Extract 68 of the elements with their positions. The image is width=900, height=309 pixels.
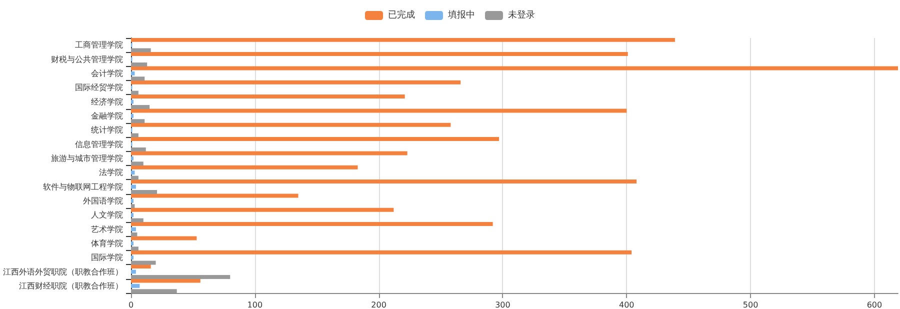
bar xyxy=(131,170,135,175)
y-tick-label: 人文学院 xyxy=(91,210,123,220)
bar xyxy=(131,289,177,293)
bar xyxy=(131,204,135,208)
bar xyxy=(131,147,146,152)
bar xyxy=(131,232,138,236)
y-tick-label: 信息管理学院 xyxy=(75,140,123,149)
y-tick-label: 统计学院 xyxy=(91,126,123,135)
bar xyxy=(131,184,136,189)
bar xyxy=(131,274,230,279)
bar xyxy=(131,90,138,95)
y-tick-label: 国际经贸学院 xyxy=(75,83,123,92)
y-tick-label: 国际学院 xyxy=(91,253,123,262)
y-tick-label: 江西外语外贸职院（职教合作班） xyxy=(3,267,123,276)
bar xyxy=(131,250,632,254)
bar xyxy=(131,104,150,109)
bar xyxy=(131,180,637,184)
bar xyxy=(131,190,158,194)
bar xyxy=(131,260,156,265)
bar xyxy=(131,122,451,127)
bar xyxy=(131,151,408,156)
bar xyxy=(131,119,145,124)
y-tick-label: 旅游与城市管理学院 xyxy=(51,154,123,163)
bar xyxy=(131,137,500,142)
legend-label: 未登录 xyxy=(508,10,535,20)
bar xyxy=(131,62,148,66)
y-tick-label: 会计学院 xyxy=(91,68,123,78)
y-tick-label: 体育学院 xyxy=(91,238,123,248)
bar xyxy=(131,270,136,274)
bar xyxy=(131,80,461,84)
x-tick-label: 600 xyxy=(866,300,882,309)
legend-label: 填报中 xyxy=(447,10,475,20)
y-tick-label: 软件与物联网工程学院 xyxy=(43,182,123,192)
y-tick-label: 金融学院 xyxy=(91,111,123,120)
bar xyxy=(131,48,151,52)
bar xyxy=(131,208,394,212)
x-tick-label: 0 xyxy=(128,300,134,309)
y-tick-label: 外国语学院 xyxy=(83,196,123,206)
bar xyxy=(131,194,298,198)
y-tick-label: 工商管理学院 xyxy=(75,40,123,50)
x-tick-label: 300 xyxy=(495,300,510,309)
bar xyxy=(131,66,898,70)
bar xyxy=(131,176,138,180)
x-tick-label: 100 xyxy=(247,300,263,309)
bar xyxy=(131,162,144,166)
y-tick-label: 经济学院 xyxy=(91,97,123,106)
x-tick-label: 200 xyxy=(371,300,386,309)
bar xyxy=(131,52,628,56)
y-tick-label: 艺术学院 xyxy=(91,224,123,234)
bar xyxy=(131,71,135,76)
y-tick-label: 江西财经职院（职教合作班） xyxy=(19,281,123,290)
bar xyxy=(131,108,627,113)
y-tick-label: 法学院 xyxy=(99,168,123,178)
bar xyxy=(131,222,493,226)
bar xyxy=(131,218,144,222)
bar xyxy=(131,94,405,99)
bar xyxy=(131,76,145,81)
bar xyxy=(131,284,140,288)
bar xyxy=(131,246,138,251)
bar xyxy=(131,38,675,42)
legend-label: 已完成 xyxy=(388,10,415,20)
x-tick-label: 400 xyxy=(618,300,634,309)
bar xyxy=(131,227,136,232)
x-tick-label: 500 xyxy=(742,300,758,309)
bar xyxy=(131,133,138,138)
y-tick-label: 财税与公共管理学院 xyxy=(51,54,123,64)
bar xyxy=(131,236,197,240)
bar xyxy=(131,165,358,170)
